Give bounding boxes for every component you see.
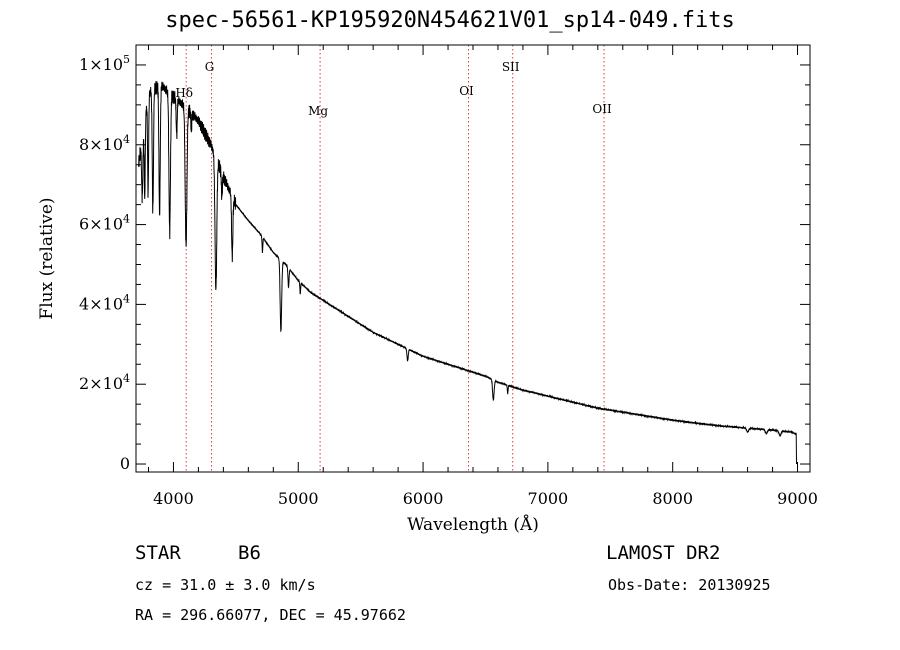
spectral-line-label: OI (459, 84, 474, 98)
spectrum-line (138, 81, 797, 465)
y-tick-label: 2×104 (79, 372, 130, 393)
object-subclass: B6 (238, 542, 261, 564)
x-tick-label: 4000 (153, 489, 194, 508)
x-axis-label: Wavelength (Å) (407, 514, 539, 535)
y-tick-label: 8×104 (79, 133, 130, 154)
spectral-line-label: Hδ (175, 86, 193, 100)
x-tick-label: 9000 (777, 489, 818, 508)
survey-name: LAMOST DR2 (606, 542, 721, 564)
spectral-line-label: G (205, 60, 215, 74)
spectrum-layer (138, 81, 797, 465)
object-class: STAR (135, 542, 181, 564)
label-layer: Hδ G Mg OI SII OII (175, 60, 612, 118)
axes-layer: 4000 5000 6000 7000 8000 9000 0 2×104 4×104 6×104… (37, 44, 818, 535)
marker-line-layer (185, 45, 605, 472)
x-tick-label: 5000 (278, 489, 319, 508)
y-tick-label: 4×104 (79, 292, 130, 313)
obs-date: Obs-Date: 20130925 (608, 576, 771, 594)
plot-frame (135, 44, 811, 473)
redshift-info: cz = 31.0 ± 3.0 km/s (135, 576, 316, 594)
spectral-line-label: Mg (308, 104, 328, 118)
coordinates: RA = 296.66077, DEC = 45.97662 (135, 606, 406, 624)
spectral-line-label: SII (502, 60, 520, 74)
x-tick-label: 7000 (528, 489, 569, 508)
y-tick-label: 6×104 (79, 213, 130, 234)
spectral-line-label: OII (592, 102, 612, 116)
y-tick-label: 1×105 (79, 53, 130, 74)
y-tick-label: 0 (120, 454, 130, 473)
y-axis-label: Flux (relative) (37, 197, 57, 319)
x-tick-label: 6000 (403, 489, 444, 508)
x-tick-label: 8000 (652, 489, 693, 508)
chart-title: spec-56561-KP195920N454621V01_sp14-049.f… (165, 8, 735, 33)
